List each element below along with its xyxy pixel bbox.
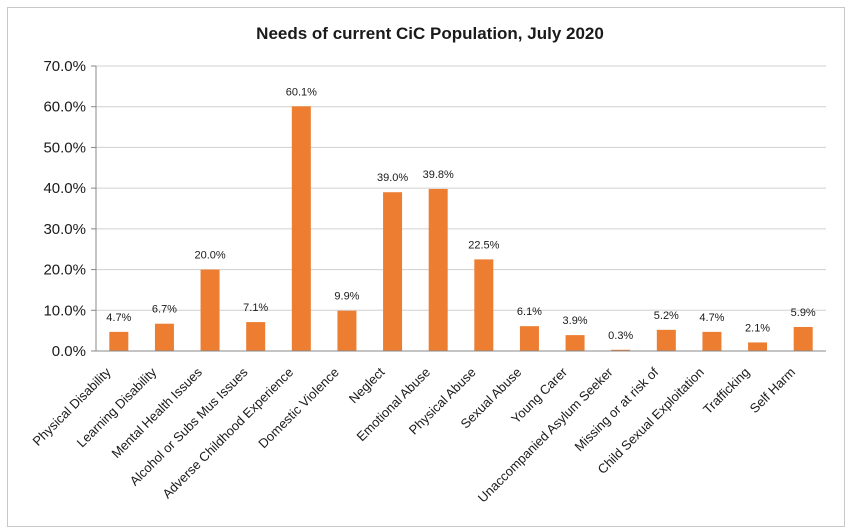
data-label: 39.8% xyxy=(423,169,454,181)
y-tick-label: 60.0% xyxy=(43,99,86,116)
data-label: 6.1% xyxy=(517,306,542,318)
bar xyxy=(428,188,448,351)
bar-chart: Needs of current CiC Population, July 20… xyxy=(30,24,826,505)
data-label: 4.7% xyxy=(106,312,131,324)
y-tick-label: 0.0% xyxy=(52,343,86,360)
data-label: 5.2% xyxy=(654,310,679,322)
bar xyxy=(474,259,494,351)
data-label: 4.7% xyxy=(699,312,724,324)
bar xyxy=(656,329,676,351)
data-label: 60.1% xyxy=(286,86,317,98)
bar xyxy=(702,331,722,351)
chart-title: Needs of current CiC Population, July 20… xyxy=(256,24,604,43)
data-label: 39.0% xyxy=(377,172,408,184)
bar xyxy=(291,106,311,351)
x-tick-label: Trafficking xyxy=(700,365,753,418)
y-tick-label: 10.0% xyxy=(43,302,86,319)
y-tick-label: 30.0% xyxy=(43,221,86,238)
bars xyxy=(109,106,813,351)
data-label: 6.7% xyxy=(152,304,177,316)
bar xyxy=(793,326,813,351)
bar xyxy=(109,331,129,351)
bar xyxy=(748,342,768,351)
data-label: 22.5% xyxy=(468,239,499,251)
y-axis: 0.0% 10.0% 20.0% 30.0% 40.0% 50.0% 60.0% 70.0% xyxy=(43,58,97,360)
y-tick-label: 40.0% xyxy=(43,180,86,197)
x-tick-label: Learning Disability xyxy=(74,364,160,450)
bar xyxy=(519,326,539,351)
data-label: 20.0% xyxy=(194,250,225,262)
bar xyxy=(611,349,631,351)
bar xyxy=(154,323,174,351)
bar xyxy=(383,192,403,351)
x-tick-label: Domestic Violence xyxy=(255,365,342,452)
y-tick-label: 70.0% xyxy=(43,58,86,75)
bar xyxy=(565,335,585,351)
bar xyxy=(337,310,357,351)
data-label: 5.9% xyxy=(791,307,816,319)
x-tick-label: Missing or at risk of xyxy=(571,364,661,454)
x-tick-label: Self Harm xyxy=(747,365,798,416)
y-tick-label: 50.0% xyxy=(43,139,86,156)
data-label: 0.3% xyxy=(608,330,633,342)
data-label: 7.1% xyxy=(243,302,268,314)
bar xyxy=(200,269,220,351)
data-label: 9.9% xyxy=(334,291,359,303)
x-tick-label: Neglect xyxy=(346,364,388,406)
y-tick-label: 20.0% xyxy=(43,262,86,279)
x-tick-label: Physical Disability xyxy=(30,364,115,449)
data-labels: 4.7% 6.7% 20.0% 7.1% 60.1% 9.9% 39.0% 39.8% 22.5… xyxy=(106,86,816,341)
data-label: 2.1% xyxy=(745,322,770,334)
data-label: 3.9% xyxy=(563,315,588,327)
bar xyxy=(246,322,266,351)
